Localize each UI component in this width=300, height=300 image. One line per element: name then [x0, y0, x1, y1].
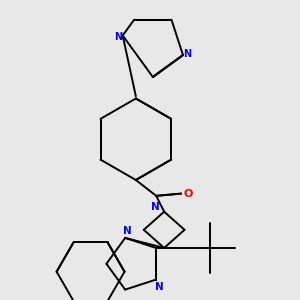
Text: N: N	[114, 32, 122, 42]
Text: N: N	[123, 226, 132, 236]
Text: N: N	[151, 202, 160, 212]
Text: N: N	[183, 49, 192, 59]
Text: O: O	[183, 189, 193, 199]
Text: N: N	[154, 281, 163, 292]
